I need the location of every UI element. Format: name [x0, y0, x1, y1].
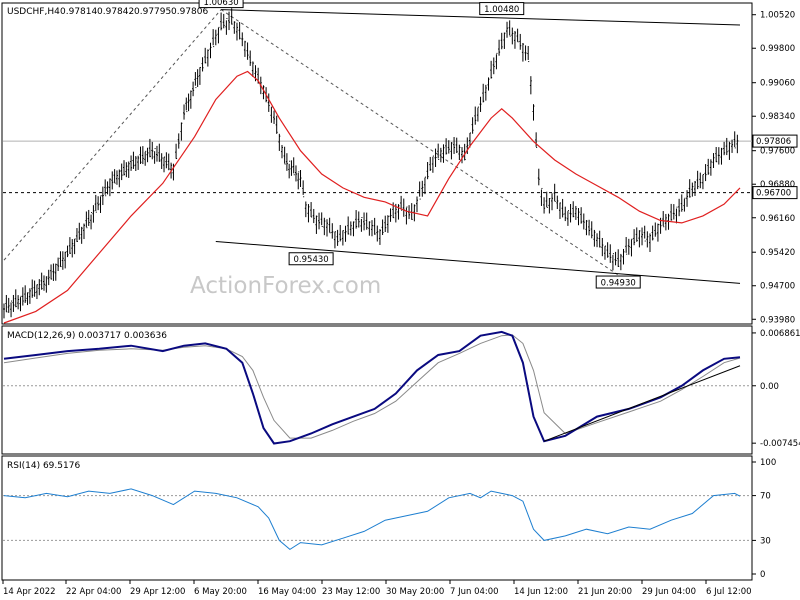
trend-line-1: [220, 9, 619, 276]
annotation-label: 1.00480: [484, 5, 519, 15]
ohlc-high: 0.97842: [97, 7, 134, 17]
price-y-tick-label: 0.99800: [760, 44, 795, 54]
macd-y-tick-label: 0.00: [760, 382, 779, 392]
price-series-layer: 1.00630 0.95430 1.00480 0.94930: [3, 0, 752, 324]
x-tick-label: 23 May 12:00: [322, 587, 380, 597]
x-tick-label: 6 May 20:00: [194, 587, 247, 597]
trend-line-0: [3, 9, 222, 261]
trend-line-2: [221, 9, 741, 26]
price-y-tick-label: 0.97600: [760, 147, 795, 157]
annotation-label: 1.00630: [204, 0, 239, 8]
macd-series-layer: [3, 330, 752, 445]
x-tick-label: 6 Jul 12:00: [706, 587, 752, 597]
macd-label: MACD(12,26,9) 0.003717 0.003636: [7, 331, 167, 341]
rsi-y-tick-label: 70: [760, 492, 771, 502]
annotation-label: 0.94930: [601, 279, 636, 289]
rsi-y-tick-label: 100: [760, 458, 776, 468]
current-price-label-box: [752, 134, 798, 148]
price-y-tick-label: 0.95420: [760, 248, 795, 258]
macd-panel-frame: [1, 325, 753, 455]
x-tick-label: 16 May 04:00: [258, 587, 316, 597]
annotation-box: [479, 2, 525, 16]
rsi-panel-frame: [1, 455, 753, 581]
price-y-tick-label: 0.94700: [760, 282, 795, 292]
macd-signal-line: [3, 334, 741, 439]
x-tick-label: 22 Apr 04:00: [66, 587, 121, 597]
level-price-label-box: [752, 186, 798, 200]
ohlc-open: 0.97814: [60, 7, 97, 17]
price-y-tick-label: 1.00520: [760, 11, 795, 21]
x-tick-label: 29 Jun 04:00: [642, 587, 696, 597]
x-tick-label: 30 May 20:00: [386, 587, 444, 597]
x-tick-label: 29 Apr 12:00: [130, 587, 185, 597]
axis-layer: 1.00520 0.99800 0.99060 0.98340 0.97600 0.968…: [2, 11, 800, 597]
trend-line-3: [215, 241, 741, 284]
price-y-tick-label: 0.96160: [760, 214, 795, 224]
price-y-tick-label: 0.96880: [760, 180, 795, 190]
annotation-label: 0.95430: [294, 255, 329, 265]
x-tick-label: 14 Jun 12:00: [514, 587, 568, 597]
level-price-label: 0.96700: [756, 189, 791, 199]
rsi-y-tick-label: 0: [760, 570, 765, 580]
price-y-tick-label: 0.99060: [760, 79, 795, 89]
annotation-box: [595, 275, 641, 289]
ohlc-low: 0.97795: [134, 7, 171, 17]
watermark: ActionForex.com: [190, 273, 381, 299]
chart-symbol: USDCHF,H4: [7, 7, 60, 17]
moving-average-line: [3, 70, 741, 324]
macd-line: [3, 330, 741, 445]
annotation-box: [288, 252, 334, 266]
rsi-line: [3, 488, 741, 551]
price-y-tick-label: 0.93980: [760, 315, 795, 325]
macd-trend-line: [543, 365, 741, 442]
x-tick-label: 14 Apr 2022: [3, 587, 56, 597]
macd-y-tick-label: -0.007454: [760, 439, 800, 449]
x-tick-label: 7 Jun 04:00: [450, 587, 499, 597]
current-price-label: 0.97806: [756, 137, 791, 147]
annotation-box: [198, 0, 244, 9]
ohlc-close: 0.97806: [171, 7, 208, 17]
price-panel-frame: [1, 2, 753, 325]
rsi-series-layer: [3, 488, 752, 551]
macd-y-tick-label: 0.006861: [760, 329, 800, 339]
rsi-y-tick-label: 30: [760, 536, 771, 546]
rsi-label: RSI(14) 69.5176: [7, 461, 80, 471]
x-tick-label: 21 Jun 20:00: [578, 587, 632, 597]
price-y-tick-label: 0.98340: [760, 112, 795, 122]
